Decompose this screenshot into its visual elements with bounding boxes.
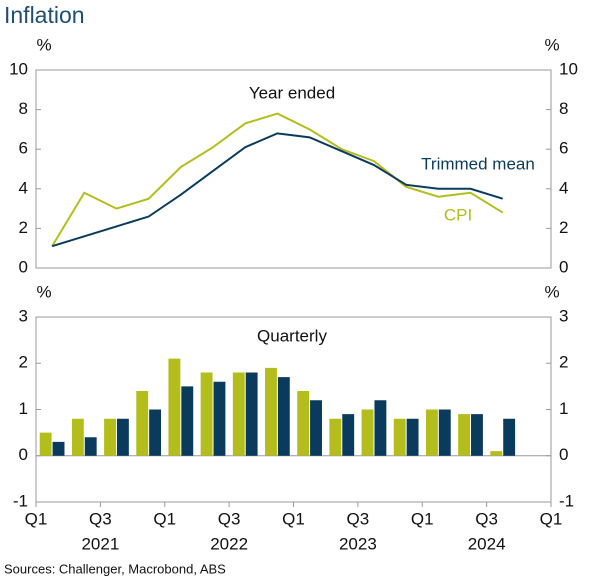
bar <box>200 372 213 456</box>
bar <box>503 418 516 456</box>
bar <box>374 400 387 456</box>
y2-tick-label: 8 <box>559 99 568 118</box>
bar <box>425 409 438 456</box>
x-tick-label: Q3 <box>475 509 498 528</box>
bar <box>104 418 116 456</box>
bar <box>490 451 503 456</box>
y2-tick-label: 3 <box>559 306 568 325</box>
y-tick-label: 2 <box>19 353 28 372</box>
y2-tick-label: 0 <box>559 257 568 276</box>
bar <box>310 400 322 456</box>
y2-tick-label: 2 <box>559 218 568 237</box>
y-tick-label: 8 <box>19 99 28 118</box>
bar <box>471 414 483 456</box>
year-label: 2021 <box>81 534 119 553</box>
bar <box>406 418 419 456</box>
y-tick-label: 0 <box>19 257 28 276</box>
plot-frame <box>35 69 552 269</box>
bar <box>181 386 194 456</box>
source: Sources: Challenger, Macrobond, ABS <box>4 561 226 576</box>
bar <box>265 367 277 456</box>
y-axis-label: % <box>36 282 51 301</box>
bar <box>245 372 258 456</box>
y-tick-label: 6 <box>19 139 28 158</box>
bar <box>342 414 355 456</box>
y-tick-label: 1 <box>19 399 28 418</box>
bar <box>393 418 406 456</box>
y-axis-label: % <box>36 35 51 54</box>
bar <box>136 391 149 456</box>
bar <box>116 418 129 456</box>
bar <box>213 381 226 456</box>
bar <box>361 409 374 456</box>
year-label: 2024 <box>468 534 506 553</box>
y2-axis-label: % <box>544 35 559 54</box>
x-tick-label: Q1 <box>25 509 48 528</box>
bar <box>438 409 451 456</box>
y-tick-label: -1 <box>13 491 28 510</box>
annotation: Quarterly <box>257 326 327 345</box>
bar <box>71 418 84 456</box>
x-tick-label: Q1 <box>411 509 434 528</box>
year-label: 2022 <box>210 534 248 553</box>
y2-tick-label: 6 <box>559 139 568 158</box>
y-tick-label: 10 <box>9 59 28 78</box>
y-tick-label: 4 <box>19 178 28 197</box>
y2-axis-label: % <box>544 282 559 301</box>
chart-title: Inflation <box>4 2 85 28</box>
line <box>51 112 504 247</box>
bar <box>52 441 65 456</box>
x-tick-label: Q1 <box>282 509 305 528</box>
x-tick-label: Q3 <box>89 509 112 528</box>
y-tick-label: 3 <box>19 306 28 325</box>
annotation: Year ended <box>249 83 335 102</box>
bar <box>168 358 181 456</box>
bar <box>297 391 310 456</box>
x-tick-label: Q3 <box>347 509 370 528</box>
bar <box>149 409 162 456</box>
y-tick-label: 2 <box>19 218 28 237</box>
y-tick-label: 0 <box>19 445 28 464</box>
x-tick-label: Q1 <box>153 509 176 528</box>
bar <box>329 418 342 456</box>
bar <box>458 414 471 456</box>
y2-tick-label: 4 <box>559 178 568 197</box>
x-tick-label: Q3 <box>218 509 241 528</box>
bar <box>39 432 52 456</box>
bar <box>232 372 245 456</box>
y2-tick-label: 1 <box>559 399 568 418</box>
bar <box>84 437 97 456</box>
x-tick-label: Q1 <box>540 509 563 528</box>
year-label: 2023 <box>339 534 377 553</box>
line <box>51 132 504 248</box>
bar <box>277 377 290 456</box>
y2-tick-label: 10 <box>559 59 578 78</box>
y2-tick-label: 2 <box>559 353 568 372</box>
y2-tick-label: 0 <box>559 445 568 464</box>
annotation: CPI <box>444 205 472 224</box>
y2-tick-label: -1 <box>559 491 574 510</box>
annotation: Trimmed mean <box>421 154 535 173</box>
